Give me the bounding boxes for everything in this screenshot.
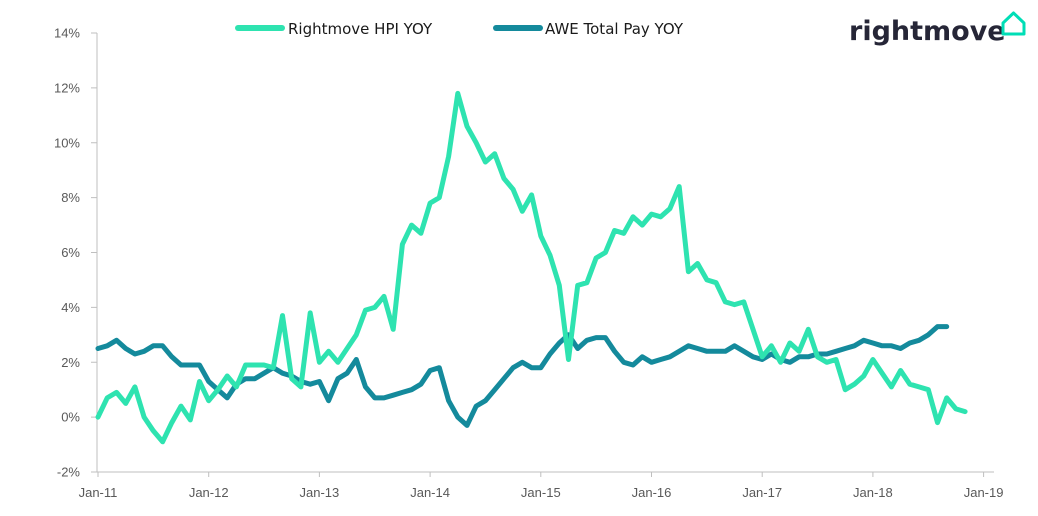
legend-item-hpi: Rightmove HPI YOY xyxy=(235,20,433,38)
y-tick-label: 2% xyxy=(61,355,80,370)
y-axis-ticks: -2% 0% 2% 4% 6% 8% 10% 12% 14% xyxy=(54,26,97,480)
x-tick-label: Jan-16 xyxy=(632,485,672,500)
legend-label-awe: AWE Total Pay YOY xyxy=(545,20,684,38)
axes xyxy=(96,33,994,473)
y-tick-label: 8% xyxy=(61,190,80,205)
x-axis-ticks: Jan-11 Jan-12 Jan-13 Jan-14 Jan-15 Jan-16 Jan-… xyxy=(79,472,1004,500)
rightmove-logo: rightmove xyxy=(849,11,1026,47)
x-tick-label: Jan-14 xyxy=(410,485,450,500)
y-tick-label: 0% xyxy=(61,410,80,425)
series-layer xyxy=(95,90,968,445)
y-tick-label: 14% xyxy=(54,26,80,41)
brand-name: rightmove xyxy=(849,16,1006,47)
x-tick-label: Jan-19 xyxy=(964,485,1004,500)
y-tick-label: 10% xyxy=(54,135,80,150)
y-tick-label: 12% xyxy=(54,80,80,95)
series-line-hpi xyxy=(95,90,968,445)
x-tick-label: Jan-13 xyxy=(300,485,340,500)
x-tick-label: Jan-11 xyxy=(79,485,118,500)
x-tick-label: Jan-17 xyxy=(742,485,782,500)
y-tick-label: 6% xyxy=(61,245,80,260)
legend-label-hpi: Rightmove HPI YOY xyxy=(288,20,433,38)
legend-item-awe: AWE Total Pay YOY xyxy=(493,20,684,38)
x-tick-label: Jan-15 xyxy=(521,485,561,500)
x-tick-label: Jan-12 xyxy=(189,485,229,500)
x-tick-label: Jan-18 xyxy=(853,485,893,500)
y-tick-label: -2% xyxy=(57,465,81,480)
y-tick-label: 4% xyxy=(61,300,80,315)
legend: Rightmove HPI YOY AWE Total Pay YOY xyxy=(235,20,684,38)
house-outline-icon xyxy=(1001,11,1026,36)
